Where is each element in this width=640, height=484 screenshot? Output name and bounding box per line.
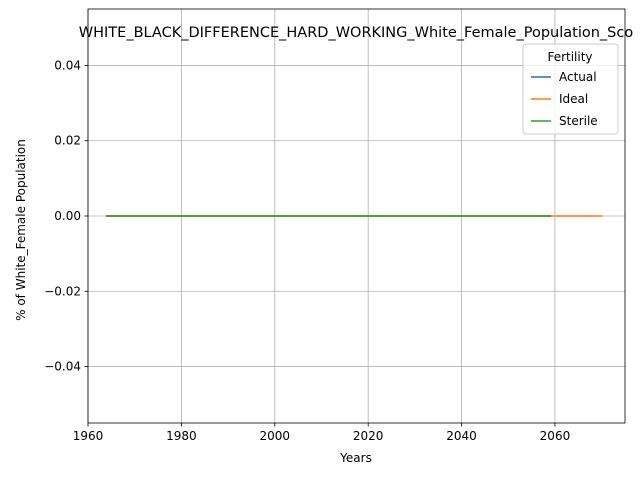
x-tick-label: 1980 — [166, 429, 197, 443]
y-tick-label: 0.02 — [54, 134, 81, 148]
legend-label-actual: Actual — [559, 70, 597, 84]
x-tick-label: 2040 — [446, 429, 477, 443]
legend-items: Actual Ideal Sterile — [531, 70, 598, 128]
x-tick-label: 1960 — [73, 429, 104, 443]
x-axis-label: Years — [339, 451, 372, 465]
legend-label-ideal: Ideal — [559, 92, 588, 106]
legend-box — [522, 43, 619, 135]
legend: Fertility Actual Ideal Sterile — [522, 43, 619, 135]
x-tick-label: 2060 — [540, 429, 571, 443]
y-tick-label: 0.04 — [54, 58, 81, 72]
y-tick-label: 0.00 — [54, 209, 81, 223]
y-tick-label: −0.04 — [44, 360, 81, 374]
x-tick-label: 2020 — [353, 429, 384, 443]
legend-label-sterile: Sterile — [559, 114, 598, 128]
x-ticks: 1960 1980 2000 2020 2040 2060 — [73, 423, 571, 443]
legend-title: Fertility — [547, 50, 592, 64]
chart-title: WHITE_BLACK_DIFFERENCE_HARD_WORKING_Whit… — [79, 25, 634, 41]
y-tick-label: −0.02 — [44, 284, 81, 298]
y-ticks: −0.04 −0.02 0.00 0.02 0.04 — [44, 58, 88, 374]
y-axis-label: % of White_Female Population — [14, 139, 28, 321]
x-tick-label: 2000 — [260, 429, 291, 443]
